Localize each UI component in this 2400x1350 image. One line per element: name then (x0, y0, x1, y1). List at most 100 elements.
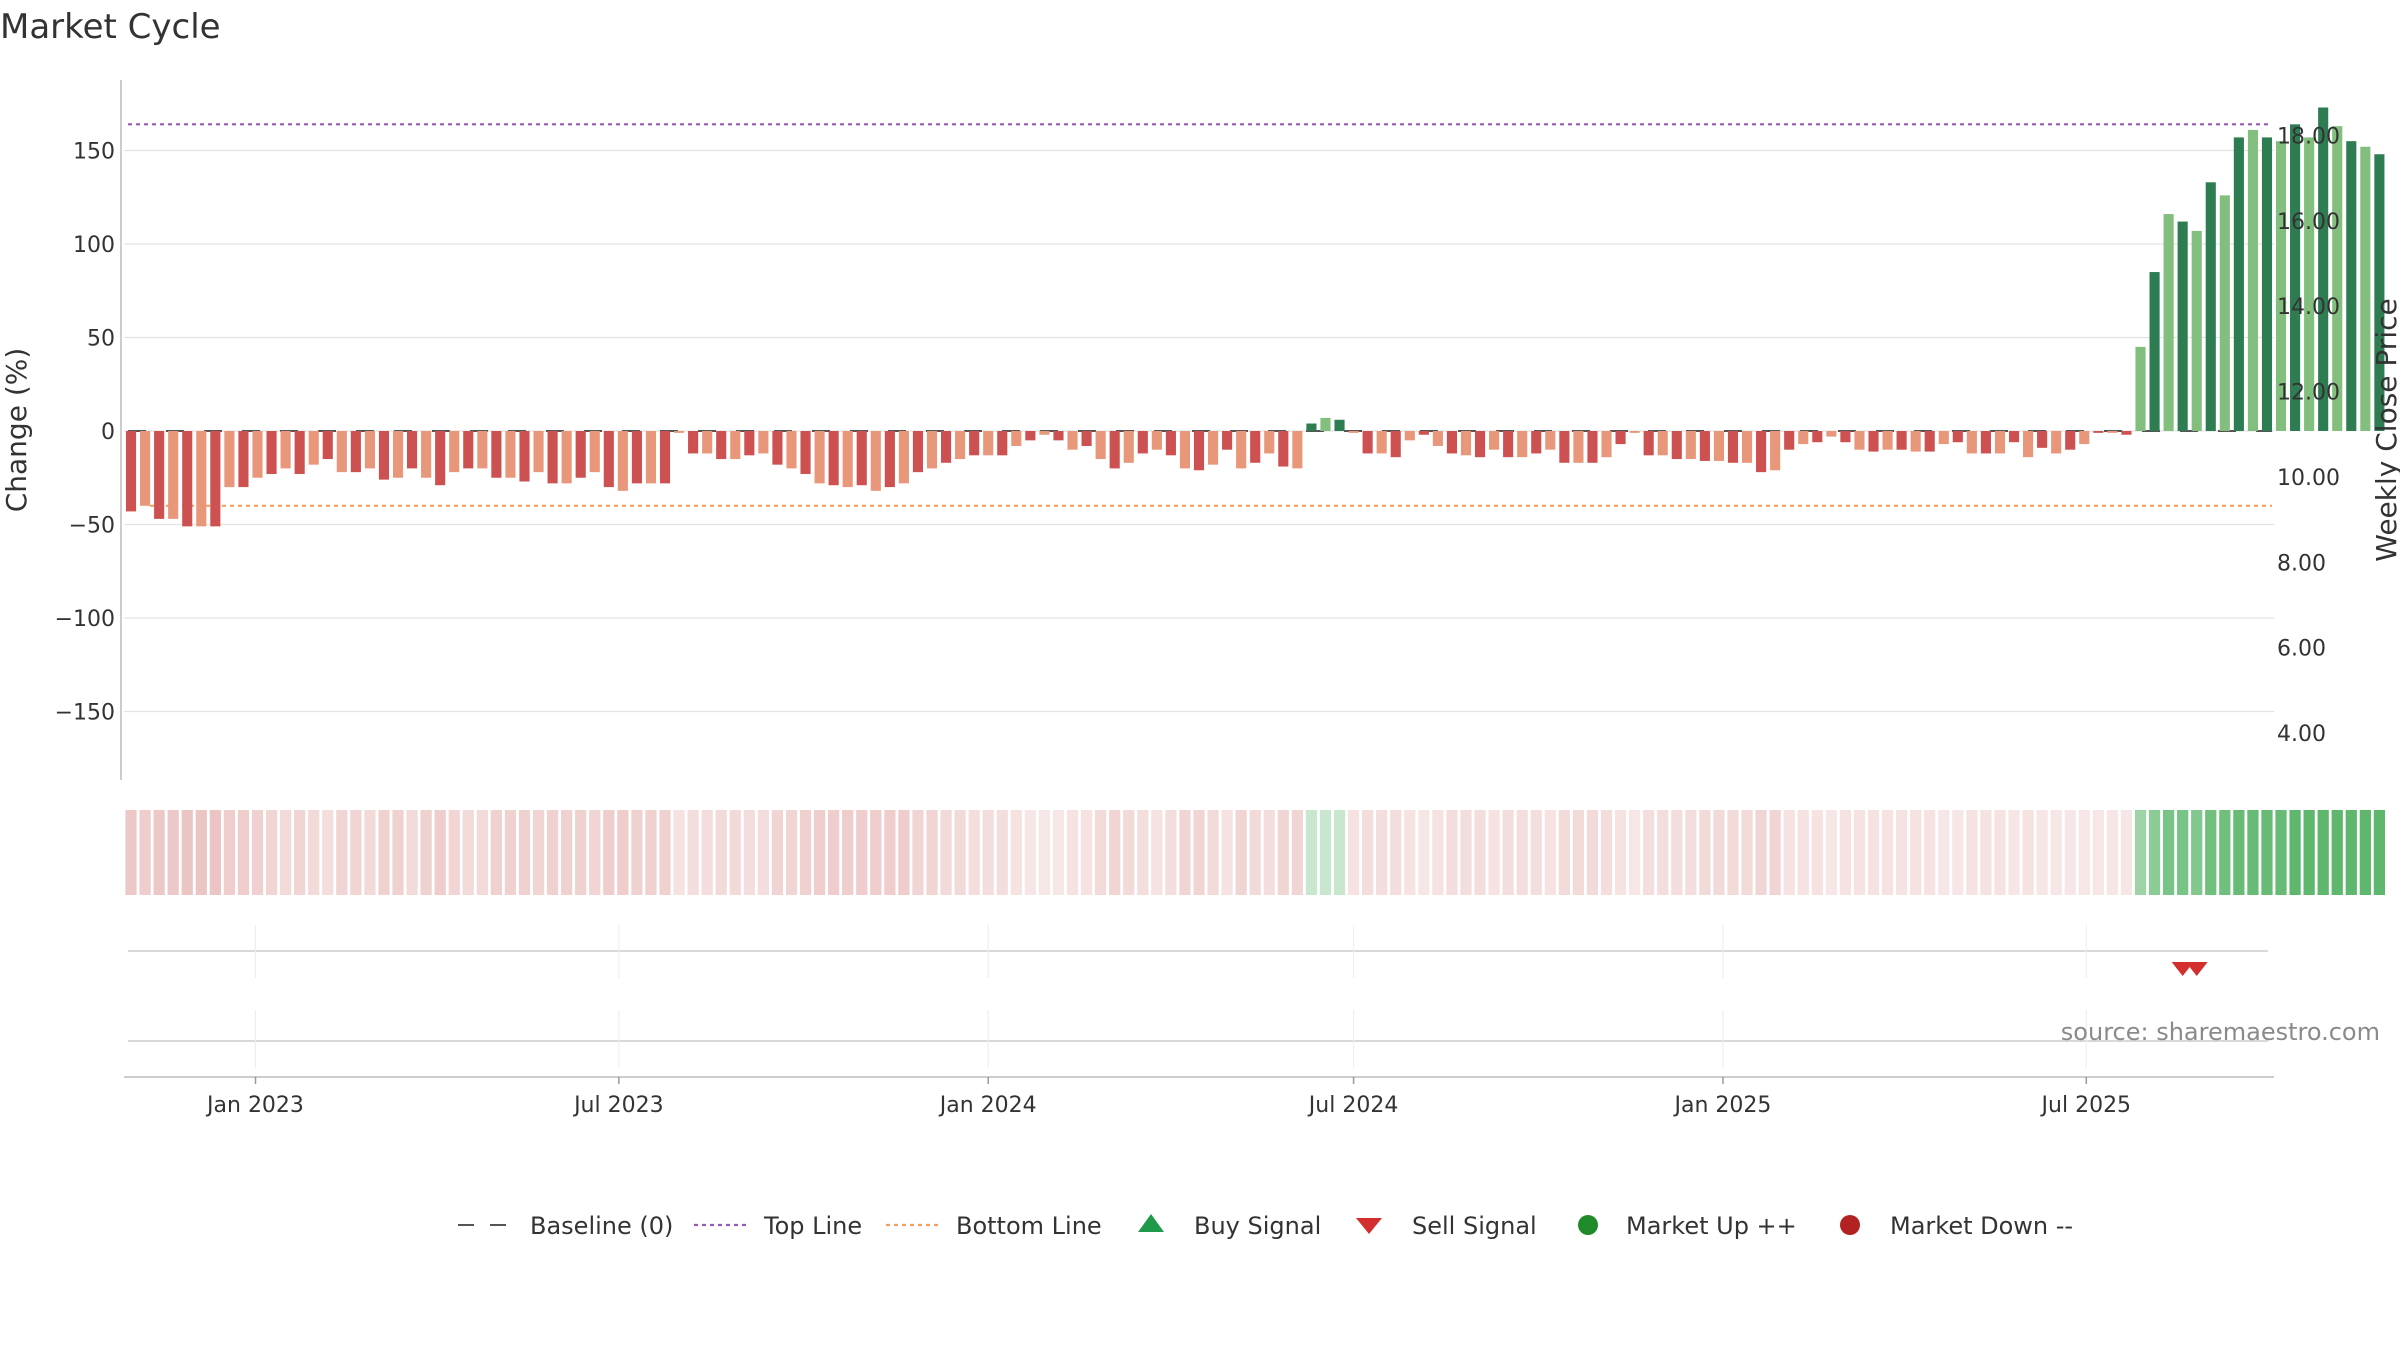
heat-cell (1952, 810, 1964, 895)
y2-tick-label: 8.00 (2277, 551, 2326, 576)
bar (1165, 431, 1176, 456)
bar (983, 431, 994, 456)
bar (1081, 431, 1092, 446)
sell-signal-marker (2171, 962, 2194, 976)
bar (941, 431, 952, 463)
bar (2304, 137, 2315, 431)
heat-cell (1643, 810, 1655, 895)
bar (1798, 431, 1809, 445)
heat-cell (1530, 810, 1542, 895)
bar (856, 431, 867, 486)
bar (1741, 431, 1753, 463)
bar (1812, 431, 1823, 443)
bar (2008, 431, 2020, 443)
heat-cell (645, 810, 657, 895)
bar (182, 431, 193, 527)
x-tick-label: Jul 2024 (1307, 1093, 1399, 1118)
heat-cell (2191, 810, 2203, 895)
strength-heat-strip (125, 810, 2386, 895)
heat-cell (2092, 810, 2104, 895)
heat-cell (2008, 810, 2020, 895)
heat-cell (799, 810, 812, 895)
heat-cell (1867, 810, 1880, 895)
heat-cell (996, 810, 1008, 895)
bar (2107, 431, 2118, 433)
y2-tick-label: 16.00 (2277, 210, 2340, 235)
bar (1418, 431, 1429, 435)
bar (350, 431, 361, 473)
heat-cell (1671, 810, 1683, 895)
bar (884, 431, 895, 488)
heat-cell (1347, 810, 1360, 895)
heat-cell (1741, 810, 1753, 895)
bar (1222, 431, 1233, 450)
bar (1404, 431, 1415, 441)
heat-cell (1924, 810, 1936, 895)
bar (1025, 431, 1036, 441)
bar (730, 431, 741, 460)
heat-cell (828, 810, 840, 895)
bar (463, 431, 474, 469)
bar (1952, 431, 1963, 443)
heat-cell (1938, 810, 1950, 895)
legend-label: Baseline (0) (530, 1212, 673, 1240)
bar (1011, 431, 1022, 446)
bar (716, 431, 727, 460)
bar (674, 431, 685, 433)
heat-cell (2289, 810, 2301, 895)
bar (870, 431, 881, 491)
heat-cell (2317, 810, 2329, 895)
legend-label: Bottom Line (956, 1212, 1102, 1240)
heat-cell (532, 810, 545, 895)
bar (154, 431, 165, 519)
y-tick-label: −150 (55, 701, 115, 726)
heat-cell (1432, 810, 1444, 895)
heat-cell (1853, 810, 1866, 895)
heat-cell (1558, 810, 1570, 895)
x-tick-label: Jan 2024 (938, 1093, 1037, 1118)
heat-cell (265, 810, 278, 895)
heat-cell (1586, 810, 1599, 895)
heat-cell (1165, 810, 1177, 895)
bar (1545, 431, 1556, 450)
heat-cell (1418, 810, 1430, 895)
bar (2037, 431, 2048, 448)
bar (2149, 272, 2160, 431)
bar (1390, 431, 1401, 458)
heat-cell (1699, 810, 1711, 895)
heat-cell (1151, 810, 1163, 895)
bar (336, 431, 347, 473)
heat-cell (1783, 810, 1795, 895)
heat-cell (181, 810, 193, 895)
bar (631, 431, 642, 484)
bar (2233, 137, 2244, 431)
heat-cell (1614, 810, 1627, 895)
legend-market-down-swatch (1840, 1215, 1860, 1235)
bar (2121, 431, 2132, 435)
heat-cell (2036, 810, 2048, 895)
heat-cell (659, 810, 671, 895)
bar (1306, 423, 1317, 431)
legend-label: Market Up ++ (1626, 1212, 1797, 1240)
bar (2247, 129, 2258, 431)
bar (1587, 431, 1598, 463)
heat-cell (1376, 810, 1388, 895)
bar (1966, 431, 1977, 454)
heat-cell (1333, 810, 1346, 895)
bar (659, 431, 671, 484)
bar (1840, 431, 1851, 443)
x-tick-label: Jul 2023 (572, 1093, 664, 1118)
bar (1489, 431, 1500, 450)
heat-cell (1797, 810, 1809, 895)
heat-cell (968, 810, 980, 895)
bar (125, 431, 137, 512)
heat-cell (420, 810, 432, 895)
bar (505, 431, 516, 478)
heat-cell (1910, 810, 1922, 895)
bar (1095, 431, 1106, 460)
bar (1756, 431, 1767, 473)
bar (1334, 419, 1345, 431)
heat-cell (1109, 810, 1121, 895)
bar (758, 431, 769, 454)
